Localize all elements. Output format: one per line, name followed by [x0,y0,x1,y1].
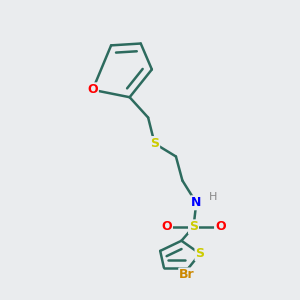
Text: O: O [215,220,226,233]
Text: O: O [161,220,172,233]
Text: Br: Br [179,268,195,281]
Text: S: S [196,247,205,260]
Text: O: O [87,83,98,96]
Text: N: N [191,196,202,209]
Text: S: S [189,220,198,233]
Text: H: H [209,192,217,202]
Text: S: S [150,137,159,150]
